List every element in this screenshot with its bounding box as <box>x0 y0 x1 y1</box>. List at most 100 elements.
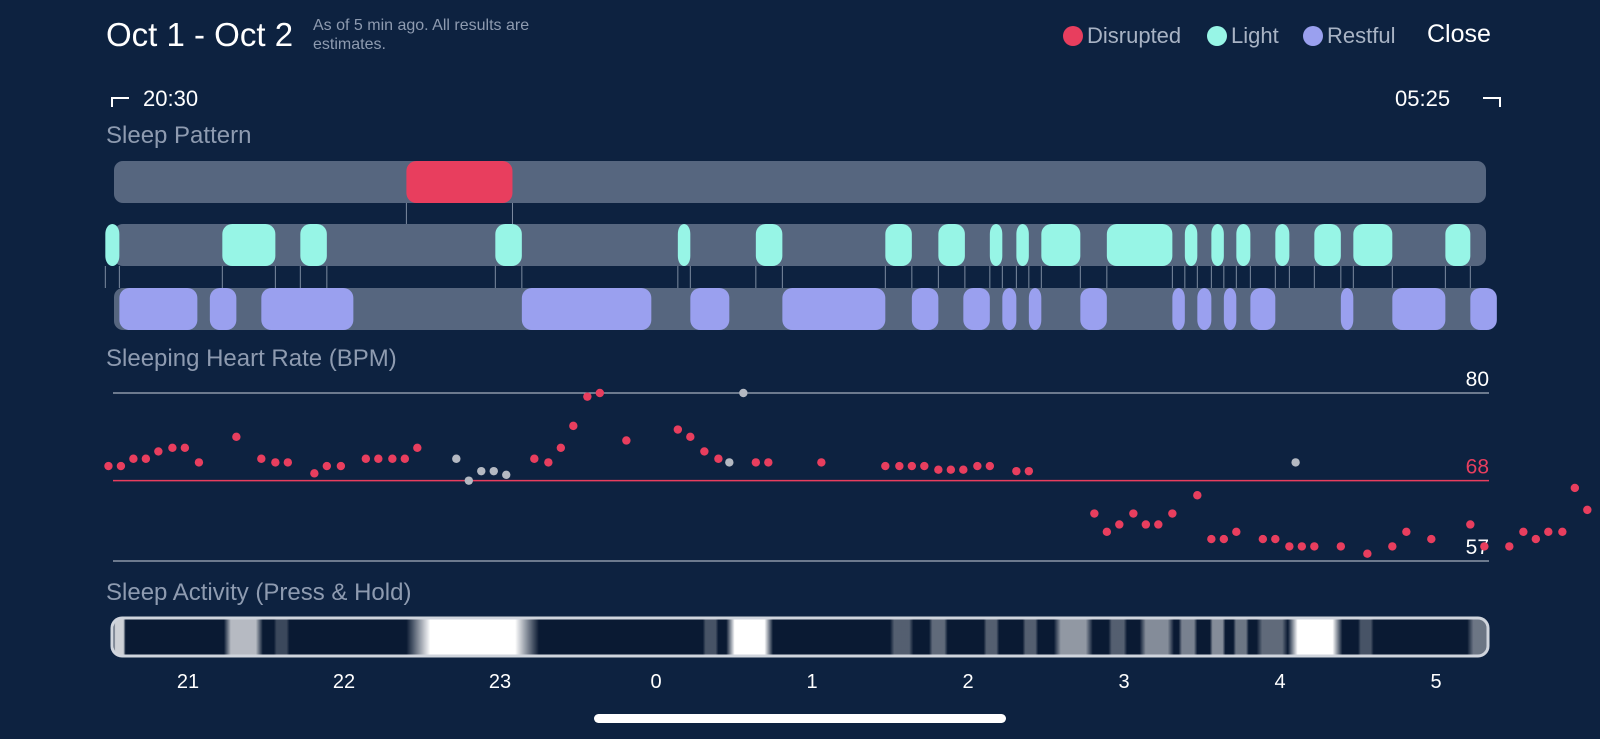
segment-light <box>105 224 120 266</box>
heart-rate-point <box>569 421 578 431</box>
heart-rate-point <box>959 465 968 474</box>
segment-light <box>1016 224 1029 266</box>
end-bracket-icon <box>1483 97 1501 107</box>
heart-rate-point <box>1297 542 1307 551</box>
heart-rate-point <box>1141 520 1151 529</box>
activity-border <box>110 616 1490 658</box>
sleep-pattern-title: Sleep Pattern <box>106 122 252 149</box>
heart-rate-point <box>452 454 461 463</box>
heart-rate-point <box>257 454 266 463</box>
segment-restful <box>1080 288 1107 330</box>
heart-rate-point <box>477 466 486 476</box>
heart-rate-point <box>714 454 723 463</box>
heart-rate-chart[interactable]: 80 68 57 <box>0 0 1600 580</box>
x-tick-label: 2 <box>962 671 974 693</box>
activity-strip <box>1256 618 1288 656</box>
segment-light <box>1041 224 1081 266</box>
heart-rate-point <box>271 458 280 467</box>
heart-rate-point <box>1012 466 1021 476</box>
segment-restful <box>911 288 939 330</box>
heart-rate-point <box>1102 527 1112 536</box>
x-tick-label: 21 <box>176 671 200 693</box>
heart-rate-point <box>1207 534 1216 544</box>
segment-restful <box>1470 288 1497 330</box>
heart-rate-point <box>1168 509 1177 518</box>
heart-rate-point <box>973 461 982 471</box>
heart-rate-point <box>1115 520 1124 529</box>
segment-restful <box>1250 288 1276 330</box>
segment-restful <box>1223 288 1237 330</box>
heart-rate-point <box>1480 542 1489 551</box>
legend-restful-label: Restful <box>1327 23 1396 48</box>
segment-restful <box>1172 288 1185 330</box>
segment-light <box>1184 224 1198 266</box>
sleep-pattern-chart[interactable] <box>0 0 1600 340</box>
activity-strip <box>273 618 290 656</box>
heart-rate-point <box>1154 520 1163 529</box>
heart-rate-point <box>400 454 410 463</box>
segment-light <box>1353 224 1393 266</box>
x-tick-label: 3 <box>1118 671 1130 693</box>
x-tick-label: 5 <box>1430 671 1442 693</box>
heart-rate-point <box>595 388 605 398</box>
heart-rate-point <box>232 432 241 442</box>
heart-rate-point <box>1291 458 1300 467</box>
heart-rate-point <box>194 458 204 467</box>
segment-restful <box>209 288 237 330</box>
heart-rate-point <box>1336 542 1346 551</box>
segment-restful <box>690 288 730 330</box>
start-time: 20:30 <box>111 86 198 112</box>
heart-rate-point <box>934 465 943 474</box>
segment-light <box>677 224 691 266</box>
heart-rate-point <box>1258 534 1268 544</box>
disrupted-dot-icon <box>1063 26 1083 46</box>
x-tick-label: 1 <box>806 671 818 693</box>
reference-label: 80 <box>1466 368 1489 391</box>
activity-strip <box>113 618 126 656</box>
heart-rate-point <box>725 458 734 467</box>
segment-light <box>1275 224 1290 266</box>
segment-restful <box>1197 288 1212 330</box>
heart-rate-point <box>116 461 126 471</box>
heart-rate-point <box>336 461 346 471</box>
segment-restful <box>119 288 198 330</box>
segment-light <box>1445 224 1471 266</box>
activity-strip <box>1358 618 1374 656</box>
heart-rate-point <box>1531 534 1541 544</box>
activity-strip <box>1139 618 1174 656</box>
segment-disrupted <box>406 161 513 203</box>
reference-label: 68 <box>1466 456 1489 479</box>
heart-rate-point <box>154 447 163 456</box>
segment-restful <box>963 288 990 330</box>
heart-rate-point <box>1583 505 1592 515</box>
segment-restful <box>1340 288 1354 330</box>
segment-restful <box>782 288 886 330</box>
legend-light-label: Light <box>1231 23 1279 48</box>
segment-light <box>495 224 522 266</box>
heart-rate-point <box>1519 527 1528 536</box>
segment-restful <box>1028 288 1042 330</box>
segment-light <box>755 224 783 266</box>
start-time-label: 20:30 <box>143 86 199 111</box>
light-dot-icon <box>1207 26 1227 46</box>
segment-restful <box>521 288 652 330</box>
heart-rate-title: Sleeping Heart Rate (BPM) <box>106 345 397 372</box>
heart-rate-point <box>556 443 566 452</box>
heart-rate-point <box>464 476 473 485</box>
heart-rate-point <box>489 466 498 476</box>
activity-strip <box>1233 618 1249 656</box>
sleep-activity-bar[interactable] <box>0 0 1600 670</box>
heart-rate-point <box>895 461 904 471</box>
heart-rate-point <box>1310 542 1319 551</box>
heart-rate-point <box>985 461 995 471</box>
heart-rate-point <box>920 461 929 471</box>
close-button[interactable]: Close <box>1427 20 1491 48</box>
heart-rate-point <box>141 454 151 463</box>
segment-light <box>300 224 327 266</box>
page-title: Oct 1 - Oct 2 <box>106 16 294 53</box>
activity-strip <box>223 618 263 656</box>
end-time: 05:25 <box>1395 86 1501 112</box>
activity-strip <box>406 618 539 656</box>
heart-rate-point <box>583 392 592 401</box>
activity-strip <box>1053 618 1093 656</box>
